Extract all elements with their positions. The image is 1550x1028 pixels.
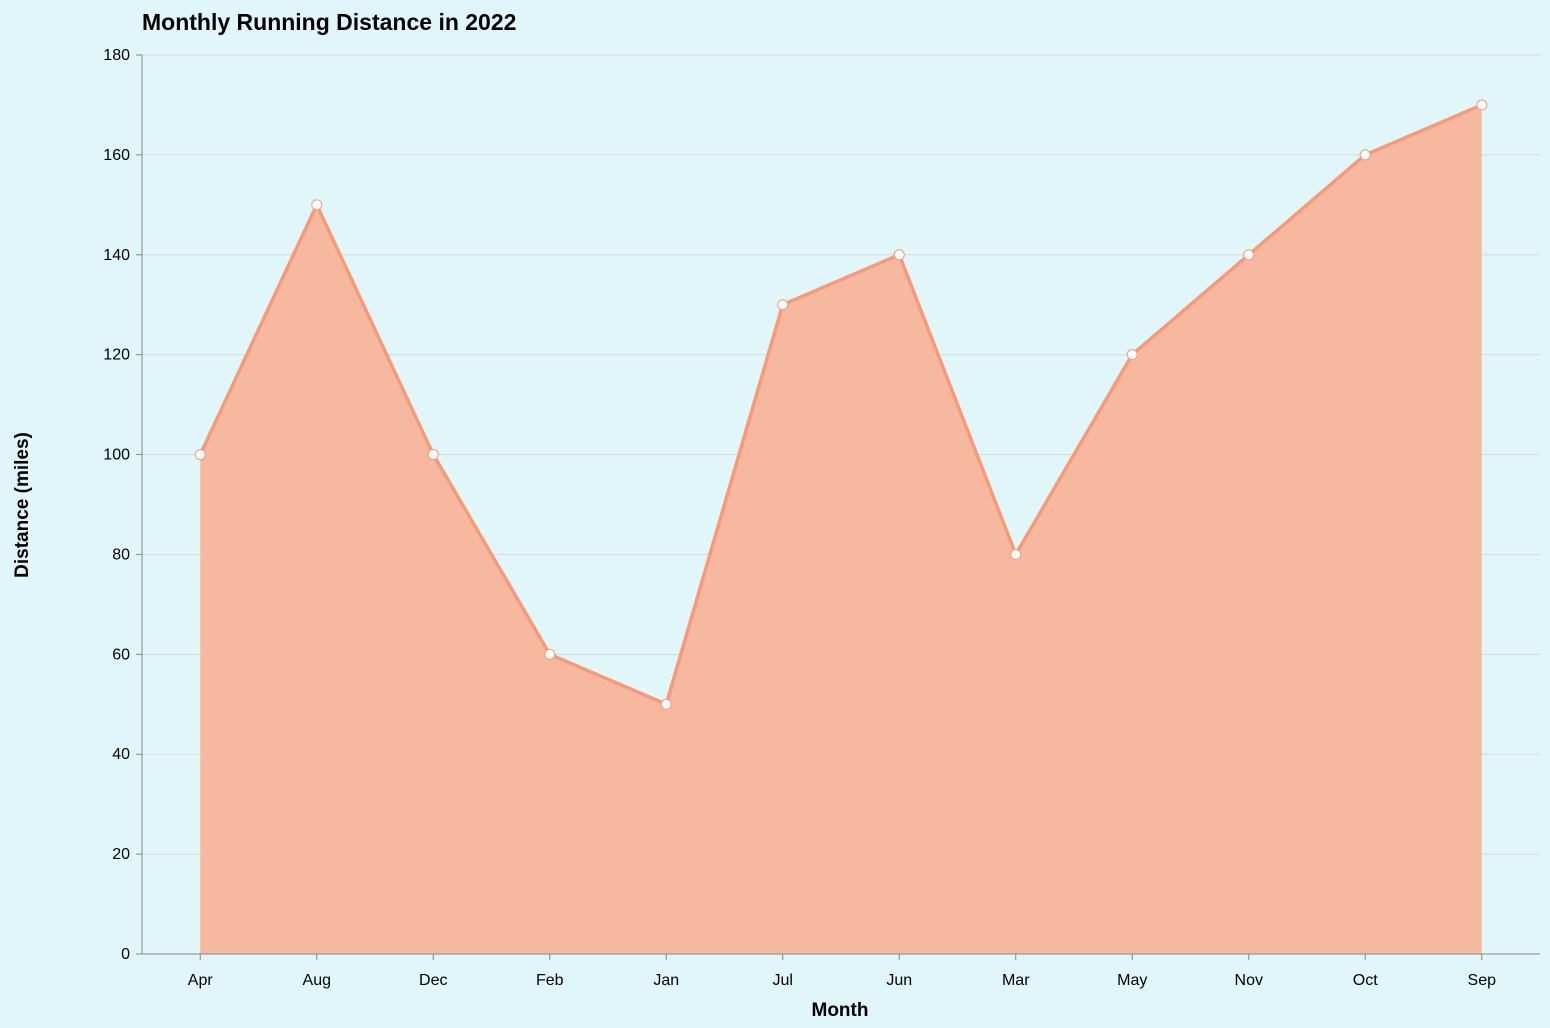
x-tick-label: Feb [536, 972, 564, 989]
x-tick-label: Mar [1002, 972, 1030, 989]
data-point [1126, 349, 1138, 361]
y-tick-label: 80 [112, 546, 130, 563]
y-tick-label: 100 [103, 447, 130, 464]
area-fill [200, 104, 1482, 954]
x-tick-label: Jul [773, 972, 793, 989]
x-tick-label: Dec [419, 972, 447, 989]
y-tick-label: 180 [103, 47, 130, 64]
y-tick-label: 20 [112, 846, 130, 863]
x-tick-label: Nov [1235, 972, 1263, 989]
y-tick-label: 0 [121, 946, 130, 963]
data-point [311, 199, 323, 211]
series-line [198, 103, 1483, 707]
data-point [1243, 249, 1255, 261]
x-tick-label: Jan [653, 972, 679, 989]
x-tick-label: Sep [1468, 972, 1497, 989]
x-tick-label: Oct [1353, 972, 1378, 989]
y-tick-label: 40 [112, 746, 130, 763]
data-points [194, 99, 1488, 710]
y-tick-label: 60 [112, 646, 130, 663]
area-series [198, 103, 1483, 954]
axes: 0 20 40 60 80 100 120 140 160 180 Apr Aug Dec Feb Jan J… [103, 47, 1540, 989]
x-axis-title: Month [812, 1000, 869, 1021]
data-point [1359, 149, 1371, 161]
y-tick-label: 120 [103, 347, 130, 364]
data-point [194, 449, 206, 461]
x-tick-label: Apr [188, 972, 214, 989]
data-point [660, 698, 672, 710]
data-point [427, 449, 439, 461]
y-tick-label: 160 [103, 147, 130, 164]
data-point [893, 249, 905, 261]
x-tick-label: Aug [303, 972, 331, 989]
data-point [544, 648, 556, 660]
x-tick-label: Jun [886, 972, 912, 989]
data-point [777, 299, 789, 311]
chart-title: Monthly Running Distance in 2022 [142, 9, 516, 35]
data-point [1476, 99, 1488, 111]
y-tick-label: 140 [103, 247, 130, 264]
x-tick-label: May [1117, 972, 1147, 989]
data-point [1010, 548, 1022, 560]
y-axis-title: Distance (miles) [12, 432, 33, 578]
